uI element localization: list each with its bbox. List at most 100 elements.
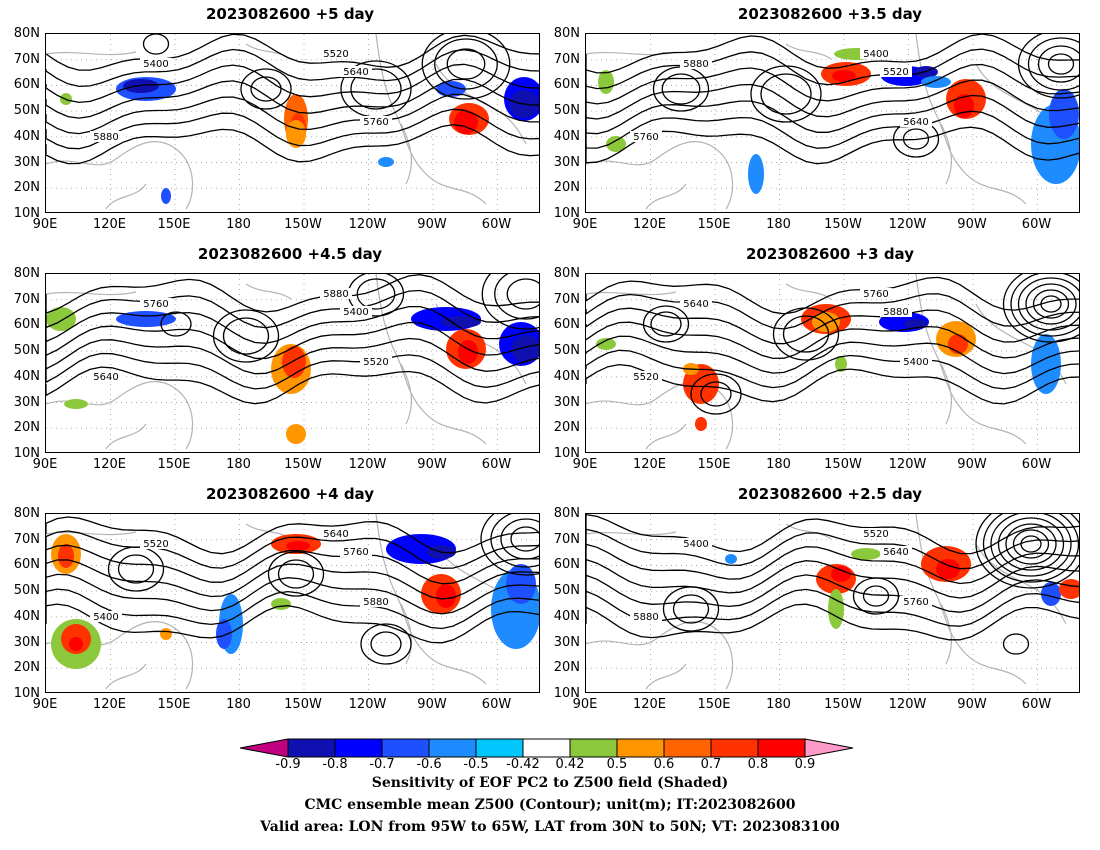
colorbar-swatch xyxy=(381,738,430,758)
z500-contour xyxy=(586,293,1079,330)
z500-contour-loop xyxy=(250,76,282,102)
longitude-tick-label: 150E xyxy=(697,697,731,712)
longitude-tick-label: 180 xyxy=(226,217,251,232)
z500-contour-loop xyxy=(446,48,486,80)
latitude-tick-label: 70N xyxy=(13,291,40,307)
panel-title: 2023082600 +3 day xyxy=(746,245,914,263)
sensitivity-shading xyxy=(511,335,539,363)
z500-contour xyxy=(586,63,1079,105)
contour-label: 5880 xyxy=(683,59,708,70)
z500-contour xyxy=(586,528,1079,570)
latitude-tick-label: 70N xyxy=(13,51,40,67)
z500-contour-loop xyxy=(240,68,292,110)
z500-contour xyxy=(46,516,539,555)
z500-contour-loop xyxy=(212,309,280,363)
contour-label: 5880 xyxy=(633,612,658,623)
latitude-tick-label: 20N xyxy=(553,180,580,196)
latitude-tick-label: 50N xyxy=(13,103,40,119)
sensitivity-shading xyxy=(851,548,881,560)
colorbar-tick-label: -0.42 xyxy=(506,757,540,772)
latitude-tick-label: 30N xyxy=(13,154,40,170)
z500-contour-loop xyxy=(690,373,742,415)
contour-label: 5400 xyxy=(863,49,888,60)
longitude-tick-label: 150W xyxy=(824,697,862,712)
longitude-tick-label: 60W xyxy=(481,217,512,232)
z500-contour xyxy=(46,274,539,314)
z500-contour-loop xyxy=(117,554,155,584)
colorbar-tick-label: -0.7 xyxy=(369,757,395,772)
contour-label: 5880 xyxy=(93,132,118,143)
map-canvas: 5400 5520 5640 5760 5880 xyxy=(586,514,1079,692)
z500-contour-loop xyxy=(672,594,710,624)
longitude-tick-label: 150E xyxy=(157,217,191,232)
contour-label-bg xyxy=(680,538,712,549)
sensitivity-shading xyxy=(748,154,764,194)
z500-contour xyxy=(46,93,539,135)
contour-label: 5880 xyxy=(363,597,388,608)
contour-label: 5400 xyxy=(903,357,928,368)
contour-label-bg xyxy=(860,528,892,539)
caption-line-2: CMC ensemble mean Z500 (Contour); unit(m… xyxy=(304,797,796,813)
z500-contour-loop xyxy=(494,274,539,320)
colorbar-swatch xyxy=(663,738,712,758)
sensitivity-shading xyxy=(695,417,707,431)
map-area: 5400 5520 5640 5760 5880 xyxy=(585,513,1080,693)
longitude-tick-label: 60W xyxy=(1021,457,1052,472)
latitude-tick-label: 50N xyxy=(13,343,40,359)
longitude-tick-label: 90E xyxy=(32,697,58,712)
z500-contour xyxy=(586,34,1079,74)
contour-label-bg xyxy=(140,538,172,549)
panel-title: 2023082600 +3.5 day xyxy=(737,5,923,23)
longitude-tick-label: 120E xyxy=(92,457,127,472)
z500-contour-loop xyxy=(1040,295,1062,313)
z500-contour-loop xyxy=(1047,53,1075,75)
latitude-tick-label: 50N xyxy=(553,583,580,599)
z500-contour xyxy=(46,63,539,104)
longitude-tick-label: 120W xyxy=(888,457,927,472)
longitude-tick-label: 90W xyxy=(957,697,987,712)
contour-label-bg xyxy=(680,58,712,69)
contour-label: 5640 xyxy=(683,299,708,310)
map-canvas: 5400 5520 5640 5760 5880 xyxy=(46,514,539,692)
latitude-tick-label: 20N xyxy=(13,660,40,676)
longitude-tick-label: 90E xyxy=(572,217,598,232)
longitude-tick-label: 90W xyxy=(417,457,447,472)
z500-contour xyxy=(586,335,1079,375)
z500-contour xyxy=(46,603,539,644)
colorbar-tick-label: 0.9 xyxy=(794,757,816,772)
z500-contour-loop xyxy=(481,274,539,330)
latitude-tick-label: 10N xyxy=(553,445,580,461)
colorbar-swatch xyxy=(710,738,759,758)
colorbar-tick-label: 0.5 xyxy=(606,757,628,772)
contour-label-bg xyxy=(360,356,392,367)
map-panel-1: 2023082600 +5 day 5400 5520 5640 5760 5880 8… xyxy=(0,5,540,245)
sensitivity-shading xyxy=(286,541,310,551)
longitude-tick-label: 90E xyxy=(32,457,58,472)
z500-contour-loop xyxy=(222,317,270,355)
coastline xyxy=(586,34,1067,210)
z500-contour-loop xyxy=(760,73,812,115)
colorbar-swatch xyxy=(475,738,524,758)
coastline xyxy=(46,514,527,690)
contour-label: 5520 xyxy=(363,357,388,368)
contour-label-bg xyxy=(900,356,932,367)
sensitivity-shading xyxy=(454,110,478,134)
contour-label-bg xyxy=(140,58,172,69)
contour-label: 5400 xyxy=(683,539,708,550)
latitude-tick-label: 40N xyxy=(553,368,580,384)
latitude-tick-label: 80N xyxy=(13,506,40,521)
sensitivity-shading xyxy=(436,81,466,97)
z500-contour-loop xyxy=(975,514,1079,589)
colorbar-swatch xyxy=(240,738,289,758)
latitude-tick-label: 40N xyxy=(553,128,580,144)
latitude-tick-label: 50N xyxy=(553,343,580,359)
z500-contour-loop xyxy=(782,315,830,353)
contour-label: 5640 xyxy=(93,372,118,383)
longitude-tick-label: 120E xyxy=(92,697,127,712)
contour-label-bg xyxy=(340,306,372,317)
sensitivity-shading xyxy=(64,399,88,409)
z500-contour xyxy=(586,276,1079,315)
map-canvas: 5400 5520 5640 5760 5880 xyxy=(586,34,1079,212)
contour-label-bg xyxy=(880,66,912,77)
z500-contour-loop xyxy=(434,38,498,90)
